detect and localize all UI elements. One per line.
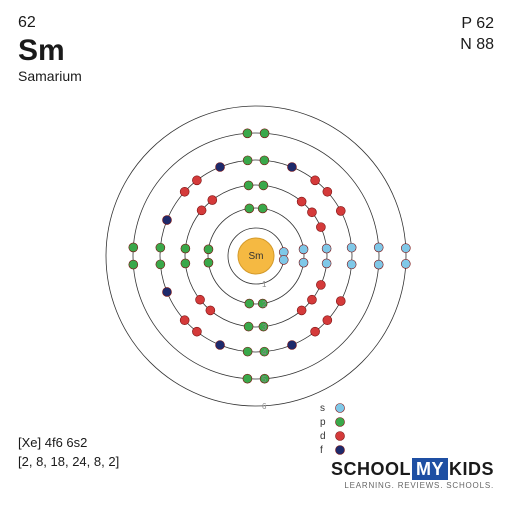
electron-s — [322, 259, 331, 268]
legend-label-s: s — [320, 403, 325, 414]
electron-d — [180, 316, 189, 325]
brand-tagline: LEARNING. REVIEWS. SCHOOLS. — [331, 481, 494, 490]
electron-d — [316, 280, 325, 289]
electron-p — [181, 259, 190, 268]
electron-p — [156, 260, 165, 269]
electron-s — [299, 245, 308, 254]
electron-f — [216, 341, 225, 350]
electron-d — [297, 197, 306, 206]
electron-p — [244, 181, 253, 190]
electron-p — [243, 129, 252, 138]
proton-count: P 62 — [460, 14, 494, 35]
element-symbol: Sm — [18, 36, 82, 66]
element-header: 62 Sm Samarium — [18, 14, 82, 84]
electron-f — [162, 287, 171, 296]
legend-swatch-d — [336, 432, 345, 441]
brand-part-3: KIDS — [449, 459, 494, 479]
electron-p — [129, 243, 138, 252]
shell-number-4: 4 — [262, 348, 267, 357]
electron-s — [401, 244, 410, 253]
brand-part-2: MY — [412, 458, 448, 480]
electron-d — [197, 206, 206, 215]
electron-d — [208, 196, 217, 205]
electron-p — [243, 347, 252, 356]
electron-shell-diagram: Sm 1 2 3 4 5 6 — [86, 86, 426, 426]
electron-p — [260, 129, 269, 138]
shell-number-3: 3 — [262, 323, 267, 332]
legend-label-p: p — [320, 417, 326, 428]
electron-s — [347, 260, 356, 269]
electron-d — [297, 306, 306, 315]
nucleon-counts: P 62 N 88 — [460, 14, 494, 56]
electron-s — [374, 260, 383, 269]
electron-config: [Xe] 4f6 6s2 [2, 8, 18, 24, 8, 2] — [18, 434, 119, 472]
electron-p — [260, 156, 269, 165]
electron-f — [287, 341, 296, 350]
nucleus-label: Sm — [249, 251, 264, 262]
electron-d — [206, 306, 215, 315]
electron-p — [181, 244, 190, 253]
atomic-number: 62 — [18, 14, 82, 32]
electron-s — [322, 244, 331, 253]
electron-p — [243, 156, 252, 165]
electron-d — [180, 187, 189, 196]
orbital-legend: spdf — [310, 400, 380, 470]
electron-p — [204, 258, 213, 267]
electron-d — [336, 206, 345, 215]
legend-swatch-s — [336, 404, 345, 413]
electron-s — [279, 255, 288, 264]
electron-d — [323, 316, 332, 325]
electron-p — [245, 204, 254, 213]
electron-d — [316, 223, 325, 232]
legend-label-d: d — [320, 431, 326, 442]
shell-number-6: 6 — [262, 402, 267, 411]
electron-p — [204, 245, 213, 254]
electron-p — [243, 374, 252, 383]
electron-p — [244, 322, 253, 331]
electron-f — [287, 162, 296, 171]
electron-p — [156, 243, 165, 252]
electron-p — [129, 260, 138, 269]
config-noble: [Xe] 4f6 6s2 — [18, 434, 119, 453]
electron-d — [192, 176, 201, 185]
electron-d — [196, 295, 205, 304]
legend-label-f: f — [320, 445, 323, 456]
electron-d — [192, 327, 201, 336]
legend-swatch-p — [336, 418, 345, 427]
electron-d — [311, 327, 320, 336]
electron-d — [307, 295, 316, 304]
neutron-count: N 88 — [460, 35, 494, 56]
electron-d — [307, 208, 316, 217]
electron-p — [259, 181, 268, 190]
legend-swatch-f — [336, 446, 345, 455]
electron-d — [323, 187, 332, 196]
config-shells: [2, 8, 18, 24, 8, 2] — [18, 453, 119, 472]
element-name: Samarium — [18, 68, 82, 84]
electron-d — [311, 176, 320, 185]
electron-s — [401, 259, 410, 268]
shell-number-2: 2 — [262, 300, 267, 309]
shell-number-1: 1 — [262, 280, 267, 289]
electron-p — [245, 299, 254, 308]
electron-s — [374, 243, 383, 252]
electron-d — [336, 297, 345, 306]
electron-f — [216, 162, 225, 171]
electron-f — [162, 216, 171, 225]
electron-s — [347, 243, 356, 252]
electron-s — [299, 258, 308, 267]
shell-number-5: 5 — [262, 375, 267, 384]
electron-p — [258, 204, 267, 213]
